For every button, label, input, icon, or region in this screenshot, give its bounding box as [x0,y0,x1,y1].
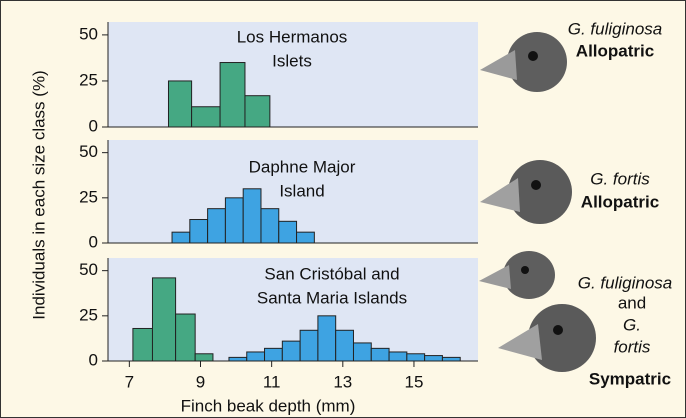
panel-title: Los Hermanos [237,27,348,46]
histogram-bar [260,208,280,244]
histogram-bar [317,315,337,362]
y-tick-label: 25 [79,187,98,206]
histogram-bar [299,329,319,362]
x-tick-label: 7 [125,372,134,391]
histogram-bar [224,197,244,244]
histogram-bar [335,329,354,362]
x-tick-label: 13 [333,372,352,391]
histogram-bar [264,347,283,362]
histogram-bar [296,231,315,244]
y-tick-label: 25 [79,305,98,324]
annotation: Allopatric [581,192,659,211]
y-tick-label: 0 [89,232,98,251]
histogram-bar [151,277,177,362]
histogram-bar [242,188,262,244]
histogram-bar [352,342,372,362]
y-tick-label: 25 [79,70,98,89]
annotation: and [618,293,646,312]
histogram-bar [244,95,271,128]
histogram-bar [194,353,214,362]
histogram-bar [191,106,221,128]
y-tick-label: 50 [79,142,98,161]
panel-title: Island [279,181,324,200]
y-tick-label: 50 [79,24,98,43]
histogram-bar [132,327,153,362]
y-tick-label: 0 [89,350,98,369]
histogram-bar [281,340,301,362]
histogram-bar [388,351,408,362]
birds [479,32,596,372]
panel-title: Santa Maria Islands [257,288,407,307]
histogram-bar [424,355,443,362]
panel-title: Daphne Major [249,157,356,176]
x-axis-label: Finch beak depth (mm) [181,396,356,415]
histogram-bar [278,220,298,244]
annotation: G. fuliginosa [578,273,673,292]
histogram-bar [171,231,191,244]
x-tick-label: 15 [405,372,424,391]
annotation: Allopatric [576,41,654,60]
histogram-bar [370,347,390,362]
histogram-bar [189,219,209,244]
histogram-bar [441,356,461,362]
y-axis-label: Individuals in each size class (%) [29,70,48,319]
panel-title: San Cristóbal and [264,264,399,283]
y-tick-label: 50 [79,260,98,279]
x-tick-label: 11 [263,372,281,391]
x-tick-label: 9 [196,372,205,391]
histogram-bar [167,80,193,128]
annotation: G. [623,315,641,334]
histogram-bar [219,62,246,128]
annotation: G. fortis [590,169,650,188]
y-tick-label: 0 [89,116,98,135]
histogram-bar [246,351,266,362]
histogram-bar [228,356,248,362]
histogram-bar [207,208,226,244]
annotation: Sympatric [589,369,671,388]
panel-title: Islets [272,51,312,70]
histogram-bar [406,353,426,362]
annotation: G. fuliginosa [568,19,663,38]
histogram-bar [175,313,196,362]
annotation: fortis [614,337,651,356]
